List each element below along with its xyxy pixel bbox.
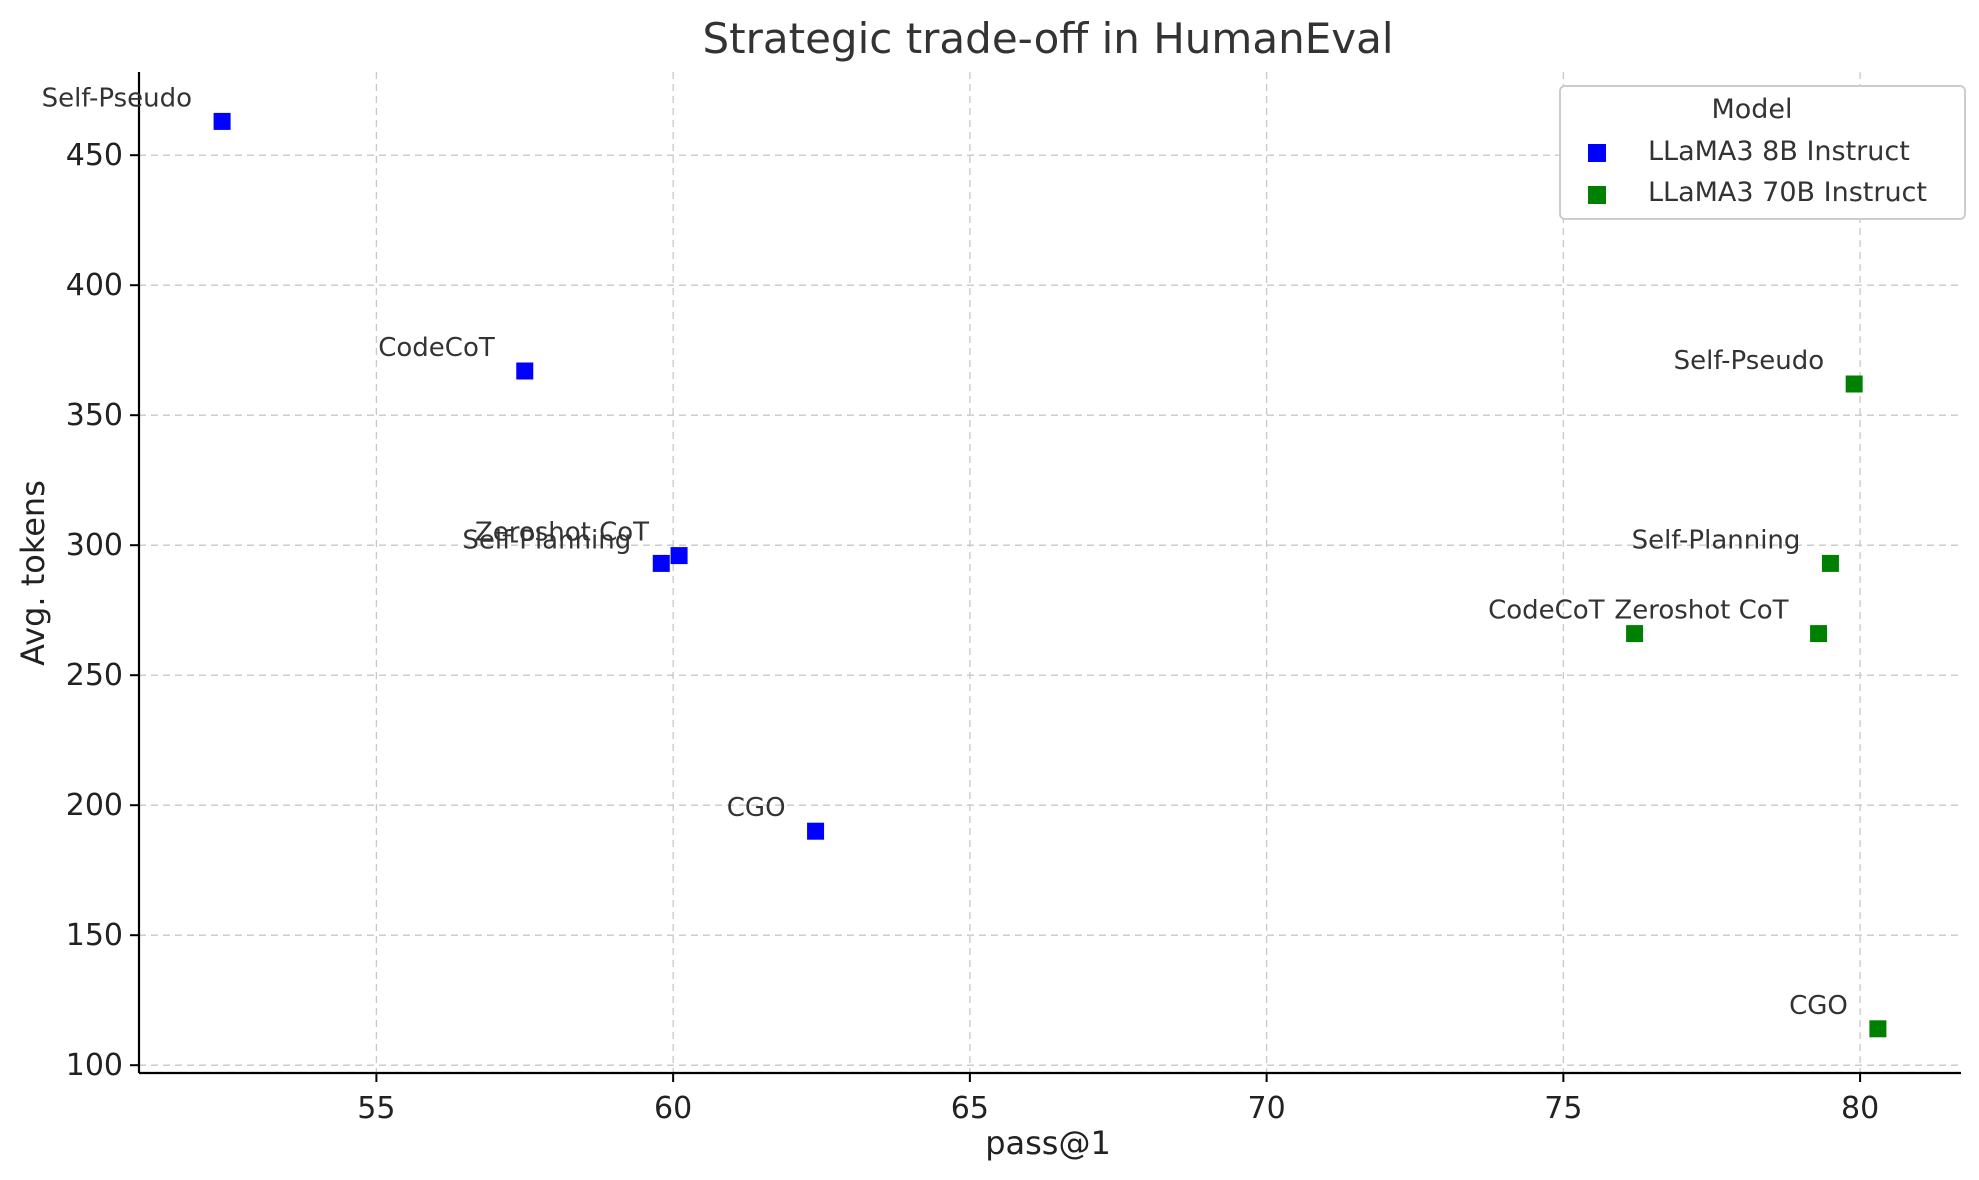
data-points [213, 112, 1887, 1038]
legend-title: Model [1711, 94, 1792, 125]
point-label: CodeCoT [378, 333, 495, 363]
y-axis-label: Avg. tokens [14, 480, 52, 666]
legend-marker-llama3-8b [1588, 144, 1606, 162]
data-point [652, 554, 670, 572]
x-tick-label: 80 [1841, 1091, 1879, 1126]
y-tick-label: 350 [66, 398, 123, 433]
legend-frame [1559, 85, 1966, 220]
axes [137, 72, 1961, 1075]
x-tick-label: 75 [1544, 1091, 1582, 1126]
x-tick-label: 60 [654, 1091, 692, 1126]
data-point [1821, 554, 1839, 572]
legend-label-llama3-8b: LLaMA3 8B Instruct [1648, 136, 1910, 167]
data-point [1845, 375, 1863, 393]
data-point [1626, 625, 1644, 643]
y-tick-label: 200 [66, 788, 123, 823]
point-label: CGO [1789, 991, 1848, 1021]
point-label: Self-Planning [1632, 525, 1801, 555]
x-axis-label: pass@1 [985, 1124, 1111, 1162]
point-label: CGO [727, 793, 786, 823]
point-label: Zeroshot CoT [1614, 596, 1788, 626]
data-point [213, 112, 231, 130]
x-tick-label: 70 [1248, 1091, 1286, 1126]
data-point [1869, 1020, 1887, 1038]
point-label: Self-Pseudo [42, 83, 193, 113]
y-tick-label: 100 [66, 1048, 123, 1083]
chart-title: Strategic trade-off in HumanEval [702, 14, 1393, 63]
legend-label-llama3-70b: LLaMA3 70B Instruct [1648, 177, 1927, 208]
y-tick-label: 300 [66, 528, 123, 563]
ticks: 55 60 65 70 75 80 100 150 200 250 300 350 400 450 [66, 138, 1879, 1126]
x-tick-label: 65 [951, 1091, 989, 1126]
data-point [670, 547, 688, 565]
y-tick-label: 150 [66, 918, 123, 953]
y-tick-label: 450 [66, 138, 123, 173]
data-point [807, 822, 825, 840]
data-point [516, 362, 534, 380]
y-tick-label: 400 [66, 268, 123, 303]
point-label: Self-Planning [462, 525, 631, 555]
x-tick-label: 55 [357, 1091, 395, 1126]
legend-marker-llama3-70b [1588, 186, 1606, 204]
point-label: Self-Pseudo [1674, 346, 1825, 376]
y-tick-label: 250 [66, 658, 123, 693]
point-label: CodeCoT [1488, 596, 1605, 626]
grid [139, 72, 1961, 1073]
data-point [1810, 625, 1828, 643]
point-label: Zeroshot CoT [475, 518, 649, 548]
legend: Model LLaMA3 8B Instruct LLaMA3 70B Inst… [1559, 85, 1966, 220]
